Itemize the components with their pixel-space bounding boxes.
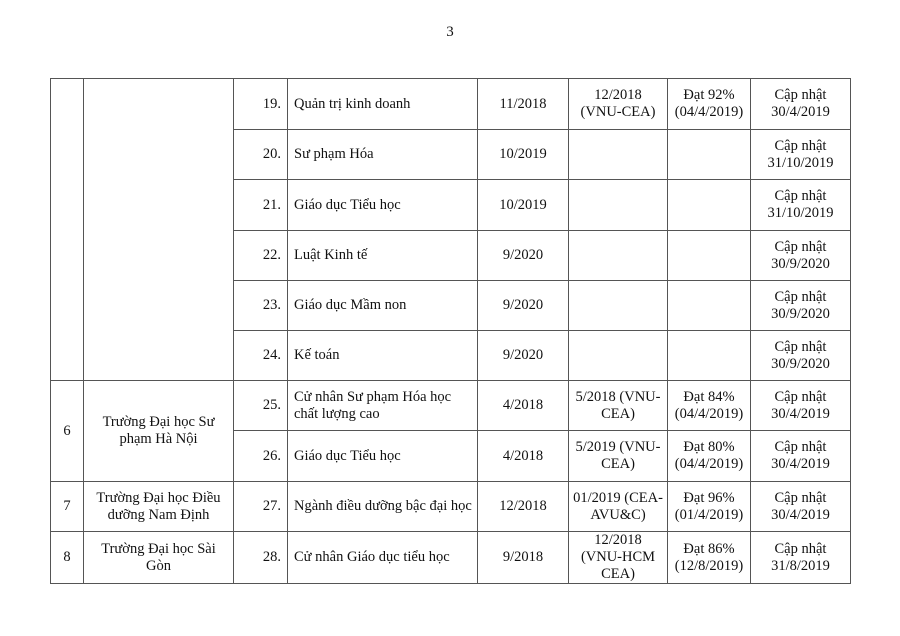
self-assessment-date-cell: 12/2018 — [477, 481, 569, 532]
program-number-cell: 24. — [233, 330, 288, 381]
self-assessment-date-cell: 9/2020 — [477, 280, 569, 331]
result-cell: Đạt 86% (12/8/2019) — [667, 531, 751, 584]
program-name-cell: Ngành điều dưỡng bậc đại học — [287, 481, 478, 532]
external-evaluation-cell — [568, 330, 668, 381]
program-name-cell: Giáo dục Mầm non — [287, 280, 478, 331]
program-number-cell: 20. — [233, 129, 288, 180]
self-assessment-date-cell: 9/2020 — [477, 230, 569, 281]
program-name-cell: Cử nhân Giáo dục tiểu học — [287, 531, 478, 584]
self-assessment-date-cell: 10/2019 — [477, 129, 569, 180]
table-row: 21. Giáo dục Tiểu học 10/2019 Cập nhật 31/1… — [51, 179, 851, 231]
self-assessment-date-cell: 4/2018 — [477, 430, 569, 482]
update-note-cell: Cập nhật 30/9/2020 — [750, 230, 851, 281]
self-assessment-date-cell: 9/2020 — [477, 330, 569, 381]
table-row: 24. Kế toán 9/2020 Cập nhật 30/9/2020 — [51, 330, 851, 381]
program-number-cell: 26. — [233, 430, 288, 482]
school-cell: Trường Đại học Điều dưỡng Nam Định — [83, 481, 234, 532]
external-evaluation-cell — [568, 179, 668, 231]
table-row: 7 Trường Đại học Điều dưỡng Nam Định 27. Ng… — [50, 481, 851, 532]
program-number-cell: 28. — [233, 531, 288, 584]
result-cell — [667, 280, 751, 331]
update-note-cell: Cập nhật 31/8/2019 — [750, 531, 851, 584]
update-note-cell: Cập nhật 30/9/2020 — [750, 330, 851, 381]
program-number-cell: 22. — [233, 230, 288, 281]
external-evaluation-cell: 5/2018 (VNU-CEA) — [568, 380, 668, 431]
program-name-cell: Kế toán — [287, 330, 478, 381]
external-evaluation-cell: 12/2018 (VNU-HCM CEA) — [568, 531, 668, 584]
program-number-cell: 19. — [233, 78, 288, 130]
result-cell: Đạt 96% (01/4/2019) — [667, 481, 751, 532]
program-number-cell: 23. — [233, 280, 288, 331]
program-name-cell: Giáo dục Tiểu học — [287, 430, 478, 482]
result-cell: Đạt 92% (04/4/2019) — [667, 78, 751, 130]
update-note-cell: Cập nhật 31/10/2019 — [750, 179, 851, 231]
result-cell — [667, 230, 751, 281]
self-assessment-date-cell: 10/2019 — [477, 179, 569, 231]
self-assessment-date-cell: 4/2018 — [477, 380, 569, 431]
school-cell — [83, 78, 234, 381]
stt-cell: 8 — [50, 531, 84, 584]
stt-cell: 6 — [50, 380, 84, 482]
external-evaluation-cell: 01/2019 (CEA-AVU&C) — [568, 481, 668, 532]
external-evaluation-cell: 12/2018 (VNU-CEA) — [568, 78, 668, 130]
result-cell: Đạt 84% (04/4/2019) — [667, 380, 751, 431]
self-assessment-date-cell: 9/2018 — [477, 531, 569, 584]
external-evaluation-cell — [568, 280, 668, 331]
school-cell: Trường Đại học Sư phạm Hà Nội — [83, 380, 234, 482]
result-cell — [667, 330, 751, 381]
update-note-cell: Cập nhật 30/4/2019 — [750, 78, 851, 130]
external-evaluation-cell — [568, 230, 668, 281]
table-row: 22. Luật Kinh tế 9/2020 Cập nhật 30/9/2020 — [51, 230, 851, 281]
external-evaluation-cell: 5/2019 (VNU-CEA) — [568, 430, 668, 482]
table-row: 19. Quản trị kinh doanh 11/2018 12/2018 (VN… — [50, 78, 851, 381]
stt-cell — [50, 78, 84, 381]
program-number-cell: 27. — [233, 481, 288, 532]
program-name-cell: Sư phạm Hóa — [287, 129, 478, 180]
update-note-cell: Cập nhật 31/10/2019 — [750, 129, 851, 180]
self-assessment-date-cell: 11/2018 — [477, 78, 569, 130]
table-row: 20. Sư phạm Hóa 10/2019 Cập nhật 31/10/2019 — [51, 129, 851, 180]
result-cell — [667, 129, 751, 180]
program-name-cell: Quản trị kinh doanh — [287, 78, 478, 130]
result-cell — [667, 179, 751, 231]
table-row: 6 Trường Đại học Sư phạm Hà Nội 25. Cử nhân… — [50, 380, 851, 482]
update-note-cell: Cập nhật 30/4/2019 — [750, 481, 851, 532]
table-row: 26. Giáo dục Tiểu học 4/2018 5/2019 (VNU-CE… — [51, 430, 851, 482]
program-name-cell: Luật Kinh tế — [287, 230, 478, 281]
program-number-cell: 21. — [233, 179, 288, 231]
page-number: 3 — [446, 24, 454, 40]
update-note-cell: Cập nhật 30/4/2019 — [750, 430, 851, 482]
stt-cell: 7 — [50, 481, 84, 532]
accreditation-table: 19. Quản trị kinh doanh 11/2018 12/2018 (VN… — [50, 78, 851, 584]
result-cell: Đạt 80% (04/4/2019) — [667, 430, 751, 482]
table-row: 8 Trường Đại học Sài Gòn 28. Cử nhân Giáo d… — [50, 531, 851, 584]
update-note-cell: Cập nhật 30/4/2019 — [750, 380, 851, 431]
program-name-cell: Giáo dục Tiểu học — [287, 179, 478, 231]
table-row: 23. Giáo dục Mầm non 9/2020 Cập nhật 30/9/2… — [51, 280, 851, 331]
program-number-cell: 25. — [233, 380, 288, 431]
school-cell: Trường Đại học Sài Gòn — [83, 531, 234, 584]
update-note-cell: Cập nhật 30/9/2020 — [750, 280, 851, 331]
external-evaluation-cell — [568, 129, 668, 180]
program-name-cell: Cử nhân Sư phạm Hóa học chất lượng cao — [287, 380, 478, 431]
